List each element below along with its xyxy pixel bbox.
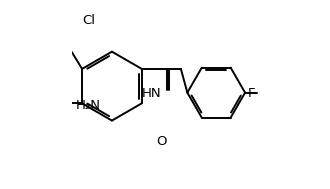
- Text: H₂N: H₂N: [76, 99, 101, 112]
- Text: O: O: [157, 136, 167, 149]
- Text: HN: HN: [142, 87, 161, 100]
- Text: Cl: Cl: [82, 14, 95, 27]
- Text: F: F: [248, 87, 255, 100]
